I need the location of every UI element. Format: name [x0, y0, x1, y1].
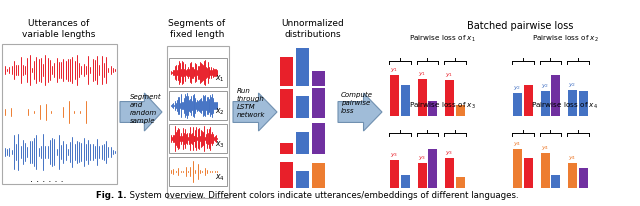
Bar [579, 168, 588, 188]
Bar [551, 75, 560, 116]
Text: $y_4$: $y_4$ [568, 154, 577, 162]
Text: Unnormalized
distributions: Unnormalized distributions [282, 19, 344, 39]
Bar [169, 91, 227, 120]
Bar [428, 149, 437, 188]
Bar [169, 157, 227, 186]
Bar [513, 149, 522, 188]
Text: $y_3$: $y_3$ [418, 154, 426, 162]
Text: Segment
and
random
sample: Segment and random sample [130, 94, 162, 124]
Bar [456, 105, 465, 116]
Text: Run
through
LSTM
network: Run through LSTM network [237, 88, 266, 118]
Bar [312, 123, 325, 154]
Text: Pairwise loss of $x_2$: Pairwise loss of $x_2$ [532, 34, 598, 44]
Bar [401, 174, 410, 188]
Bar [169, 58, 227, 87]
Bar [445, 80, 454, 116]
Text: $x_1$: $x_1$ [216, 74, 225, 84]
Text: $y_1$: $y_1$ [390, 66, 399, 74]
Text: Fig. 1.: Fig. 1. [96, 191, 127, 200]
Bar [312, 71, 325, 86]
Bar [445, 158, 454, 188]
Text: Batched pairwise loss: Batched pairwise loss [467, 21, 573, 31]
Text: Segments of
fixed length: Segments of fixed length [168, 19, 225, 39]
Bar [568, 90, 577, 116]
Bar [280, 57, 293, 86]
Bar [551, 174, 560, 188]
Bar [280, 162, 293, 188]
Text: $y_2$: $y_2$ [513, 84, 522, 92]
Text: . . . . . .: . . . . . . [30, 174, 63, 184]
Bar [390, 75, 399, 116]
Text: $y_4$: $y_4$ [541, 144, 549, 152]
Bar [579, 91, 588, 116]
Bar [296, 96, 309, 118]
Polygon shape [120, 93, 162, 131]
Text: $y_1$: $y_1$ [445, 71, 454, 79]
Bar [169, 124, 227, 153]
Bar [280, 143, 293, 154]
Text: $y_4$: $y_4$ [513, 140, 522, 148]
Bar [541, 153, 550, 188]
Bar [541, 91, 550, 116]
Bar [417, 163, 426, 188]
Text: $y_1$: $y_1$ [418, 70, 426, 78]
Bar [417, 78, 426, 116]
Bar [296, 48, 309, 86]
Bar [401, 85, 410, 116]
Bar [524, 85, 532, 116]
Text: $y_3$: $y_3$ [445, 149, 454, 157]
Text: Pairwise loss of $x_4$: Pairwise loss of $x_4$ [531, 101, 598, 111]
Bar [296, 171, 309, 188]
Bar [390, 160, 399, 188]
Bar [296, 132, 309, 154]
Bar [312, 88, 325, 118]
Text: $y_2$: $y_2$ [568, 81, 577, 89]
Bar [568, 163, 577, 188]
Polygon shape [338, 93, 382, 131]
Text: Pairwise loss of $x_3$: Pairwise loss of $x_3$ [408, 101, 476, 111]
Bar [456, 177, 465, 188]
Text: $y_2$: $y_2$ [541, 82, 549, 90]
Bar [513, 93, 522, 116]
Bar [167, 46, 229, 198]
Bar [428, 101, 437, 116]
Text: Pairwise loss of $x_1$: Pairwise loss of $x_1$ [408, 34, 476, 44]
Bar [2, 44, 117, 184]
Text: $y_3$: $y_3$ [390, 151, 399, 159]
Bar [524, 158, 532, 188]
Bar [312, 163, 325, 188]
Text: $x_2$: $x_2$ [216, 107, 225, 117]
Text: Compute
pairwise
loss: Compute pairwise loss [341, 92, 373, 114]
Text: Utterances of
variable lengths: Utterances of variable lengths [22, 19, 96, 39]
Text: $x_3$: $x_3$ [215, 139, 225, 150]
Text: System overview. Different colors indicate utterances/embeddings of different la: System overview. Different colors indica… [124, 191, 518, 200]
Polygon shape [233, 93, 277, 131]
Bar [280, 89, 293, 118]
Text: $x_4$: $x_4$ [215, 172, 225, 183]
